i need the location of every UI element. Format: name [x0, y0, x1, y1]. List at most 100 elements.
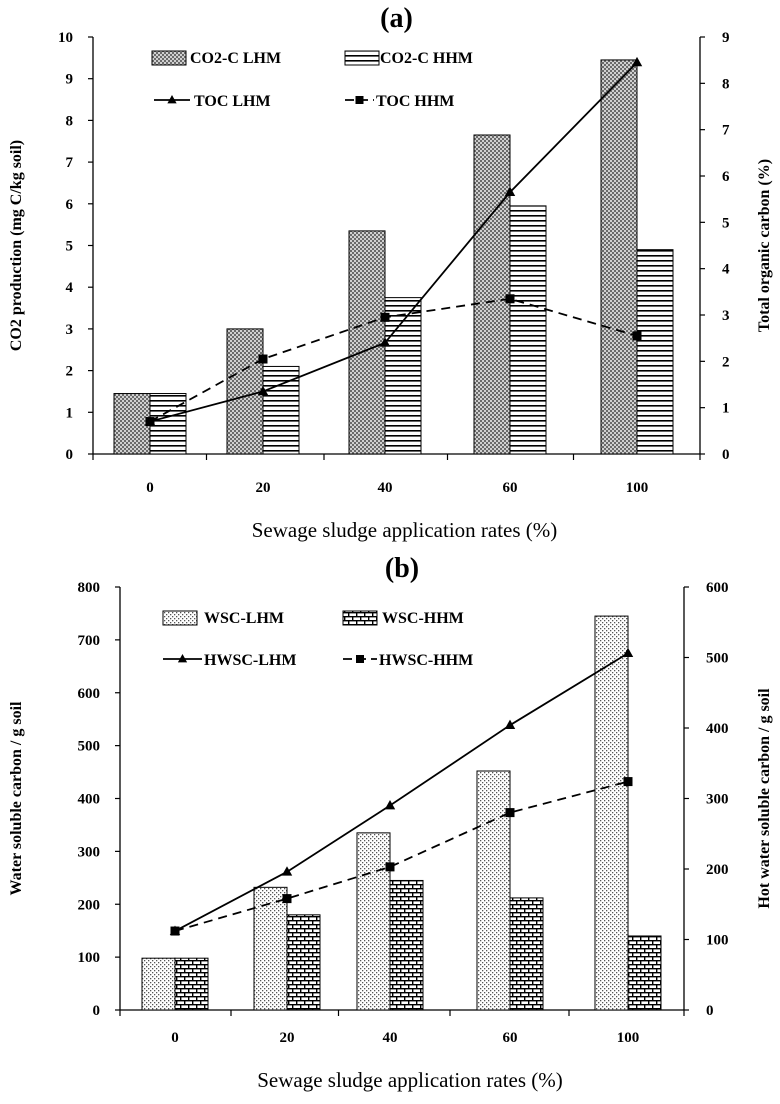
y-tick-label: 200: [78, 897, 101, 913]
y-tick-label: 2: [66, 364, 74, 380]
bar: [600, 59, 638, 455]
y-axis-label: CO2 production (mg C/kg soil): [8, 140, 25, 351]
data-point: [632, 331, 642, 341]
data-point: [258, 354, 268, 364]
x-tick-label: 100: [617, 1030, 640, 1046]
data-point: [380, 312, 390, 322]
legend-swatch: [151, 50, 187, 66]
y-tick-label: 500: [78, 739, 101, 755]
data-point: [622, 647, 634, 658]
data-point: [505, 294, 515, 304]
bar: [141, 957, 176, 1011]
bar: [476, 770, 511, 1011]
x-tick-label: 40: [383, 1030, 398, 1046]
y2-tick-label: 300: [706, 792, 729, 808]
data-point: [623, 777, 633, 787]
data-point: [170, 926, 180, 936]
legend-marker: [167, 95, 177, 104]
legend-marker: [355, 96, 364, 104]
bar: [286, 914, 321, 1011]
legend-label: TOC HHM: [376, 93, 454, 110]
bar: [113, 393, 151, 455]
legend-label: WSC-LHM: [204, 610, 284, 627]
data-point: [384, 799, 396, 810]
bar: [473, 134, 511, 455]
data-point: [379, 337, 391, 347]
data-point: [504, 186, 516, 196]
x-tick-label: 60: [503, 1030, 518, 1046]
legend-label: HWSC-HHM: [379, 652, 473, 669]
data-point: [505, 808, 515, 818]
series-line: [174, 780, 629, 932]
y2-axis-label: Total organic carbon (%): [756, 159, 773, 332]
y-tick-label: 700: [78, 633, 101, 649]
legend: CO2-C LHM CO2-C HHM TOC LHM TOC HHM: [151, 50, 473, 110]
data-point: [281, 866, 293, 876]
bar: [627, 935, 662, 1011]
x-tick-label: 20: [256, 480, 271, 496]
y-tick-label: 10: [58, 30, 73, 46]
data-point: [631, 56, 643, 67]
bar: [226, 328, 264, 455]
legend-swatch: [162, 610, 198, 626]
y2-tick-label: 1: [722, 401, 730, 417]
y2-tick-label: 500: [706, 651, 729, 667]
panel-label: (a): [380, 3, 413, 34]
data-point: [145, 417, 155, 427]
y-tick-label: 300: [78, 844, 101, 860]
y2-tick-label: 600: [706, 580, 729, 596]
x-tick-label: 0: [171, 1030, 179, 1046]
y2-tick-label: 200: [706, 862, 729, 878]
bar: [594, 615, 629, 1011]
bar: [174, 957, 209, 1011]
y-tick-label: 0: [93, 1003, 101, 1019]
bar: [356, 832, 391, 1011]
y-tick-label: 3: [66, 322, 74, 338]
legend-swatch: [342, 610, 378, 626]
legend-label: TOC LHM: [194, 93, 271, 110]
bar: [636, 249, 674, 455]
data-point: [504, 719, 516, 729]
x-tick-label: 0: [146, 480, 154, 496]
y-tick-label: 9: [66, 72, 74, 88]
y-tick-label: 600: [78, 686, 101, 702]
y-tick-label: 400: [78, 792, 101, 808]
bar: [253, 886, 288, 1011]
data-point: [257, 385, 269, 396]
y2-tick-label: 8: [722, 76, 730, 92]
bar: [389, 879, 424, 1011]
legend-label: WSC-HHM: [382, 610, 464, 627]
y-tick-label: 100: [78, 950, 101, 966]
legend: WSC-LHM WSC-HHM HWSC-LHM HWSC-HHM: [162, 610, 473, 669]
y-axis-label: Water soluble carbon / g soil: [8, 701, 25, 895]
y-tick-label: 8: [66, 113, 74, 129]
panel-label: (b): [385, 553, 419, 584]
x-tick-label: 20: [280, 1030, 295, 1046]
legend-marker: [177, 654, 188, 663]
y2-tick-label: 9: [722, 30, 730, 46]
legend-label: HWSC-LHM: [204, 652, 296, 669]
bar: [384, 297, 422, 455]
y-tick-label: 7: [66, 155, 74, 171]
y2-tick-label: 0: [722, 447, 730, 463]
legend-swatch: [344, 50, 380, 66]
legend-label: CO2-C HHM: [380, 50, 473, 67]
x-tick-label: 100: [626, 480, 649, 496]
y2-tick-label: 2: [722, 354, 730, 370]
data-point: [385, 862, 395, 872]
y-tick-label: 6: [66, 197, 74, 213]
y-tick-label: 800: [78, 580, 101, 596]
y2-tick-label: 6: [722, 169, 730, 185]
x-axis-label: Sewage sludge application rates (%): [252, 518, 558, 542]
bar: [509, 897, 544, 1011]
y2-tick-label: 400: [706, 721, 729, 737]
bar: [509, 205, 547, 455]
x-axis-label: Sewage sludge application rates (%): [257, 1068, 563, 1092]
y-tick-label: 5: [66, 239, 74, 255]
y2-axis-label: Hot water soluble carbon / g soil: [756, 688, 773, 909]
y-tick-label: 4: [66, 280, 74, 296]
bar: [348, 230, 386, 455]
bar: [262, 365, 300, 455]
y2-tick-label: 0: [706, 1003, 714, 1019]
